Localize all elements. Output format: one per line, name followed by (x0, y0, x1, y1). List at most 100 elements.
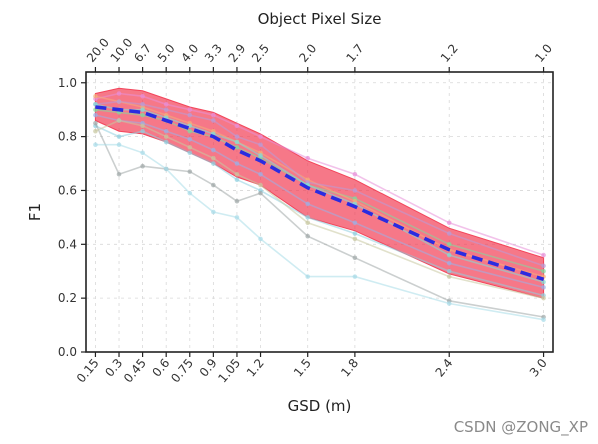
series-point (211, 112, 216, 118)
series-point (305, 155, 311, 161)
series-point (352, 274, 358, 279)
series-line (94, 122, 544, 318)
series-line (95, 119, 544, 299)
series-point (163, 134, 169, 139)
series-point (140, 128, 145, 134)
series-point (258, 142, 263, 147)
top-tick-label: 2.5 (249, 41, 272, 65)
series-point (352, 220, 358, 226)
series-point (352, 188, 358, 193)
series-point (305, 220, 311, 226)
series-point (211, 147, 216, 153)
series-point (211, 182, 216, 188)
series-point (93, 93, 98, 99)
series-point (187, 169, 193, 174)
x-tick-label: 3.0 (527, 356, 550, 380)
series-line (95, 100, 544, 267)
series-point (446, 242, 452, 247)
series-point (211, 155, 216, 161)
series-layer (93, 91, 546, 322)
series-point (116, 172, 122, 177)
series-point (258, 182, 263, 188)
series-point (541, 285, 546, 290)
series-point (258, 134, 263, 139)
series-point (234, 134, 240, 139)
mean-layer (95, 105, 545, 282)
series-line (95, 92, 544, 256)
series-point (541, 268, 546, 274)
series-point (446, 260, 452, 266)
series-point (187, 190, 193, 196)
series-point (234, 172, 240, 177)
series-point (163, 128, 169, 134)
series-point (140, 93, 145, 99)
series-point (352, 255, 358, 261)
series-point (234, 139, 240, 145)
series-point (93, 112, 98, 118)
series-point (541, 295, 546, 301)
x-tick-label: 1.05 (215, 356, 243, 385)
series-point (93, 128, 98, 134)
x-tick-label: 0.15 (74, 356, 102, 385)
series-line (95, 143, 544, 321)
x-tick-label: 0.75 (168, 356, 196, 385)
top-tick-label: 10.0 (108, 35, 136, 64)
top-tick-label: 3.3 (202, 41, 225, 65)
series-point (234, 215, 240, 220)
y-tick-label: 0.2 (58, 291, 77, 305)
mean-line (95, 105, 545, 282)
series-point (234, 161, 240, 166)
series-line (95, 95, 544, 278)
bottom-axis: 0.15 0.30.45 0.60.75 0.91.05 1.2 1.5 1.8 2.4 3.0 (74, 352, 550, 385)
series-point (140, 102, 145, 107)
x-tick-label: 2.4 (433, 356, 456, 380)
x-tick-label: 1.5 (291, 356, 314, 380)
series-point (116, 134, 122, 139)
y-tick-label: 1.0 (58, 76, 77, 90)
series-point (541, 317, 546, 322)
series-point (163, 139, 169, 145)
left-axis: 0.0 0.2 0.4 0.6 0.8 1.0 (58, 76, 86, 359)
chart-title: Object Pixel Size (258, 10, 382, 28)
series-point (258, 153, 263, 158)
series-point (258, 190, 263, 196)
series-point (541, 279, 546, 285)
series-point (234, 198, 240, 204)
top-tick-label: 1.7 (343, 41, 366, 65)
series-point (93, 142, 98, 147)
series-point (140, 163, 145, 169)
series-point (116, 118, 122, 123)
y-tick-label: 0.4 (58, 237, 77, 251)
series-line (95, 108, 544, 272)
x-tick-label: 1.2 (244, 356, 267, 380)
series-point (140, 107, 145, 112)
series-point (352, 236, 358, 242)
series-point (140, 150, 145, 156)
series-line (95, 125, 544, 297)
top-tick-label: 4.0 (178, 41, 201, 65)
series-point (163, 102, 169, 107)
series-point (541, 263, 546, 269)
series-point (163, 166, 169, 172)
series-point (211, 118, 216, 123)
series-point (446, 220, 452, 226)
series-point (352, 231, 358, 236)
series-point (187, 145, 193, 150)
top-tick-label: 5.0 (155, 41, 178, 65)
series-point (352, 172, 358, 177)
series-point (258, 172, 263, 177)
x-tick-label: 1.8 (338, 356, 361, 380)
top-tick-label: 2.0 (296, 41, 319, 65)
series-point (234, 177, 240, 182)
watermark: CSDN @ZONG_XP (453, 418, 588, 436)
series-point (234, 145, 240, 150)
series-point (140, 123, 145, 129)
series-point (187, 137, 193, 142)
x-tick-label: 0.45 (121, 356, 149, 385)
series-point (446, 268, 452, 274)
series-point (234, 123, 240, 129)
series-point (187, 150, 193, 156)
series-point (305, 233, 311, 239)
y-tick-label: 0.6 (58, 183, 77, 197)
